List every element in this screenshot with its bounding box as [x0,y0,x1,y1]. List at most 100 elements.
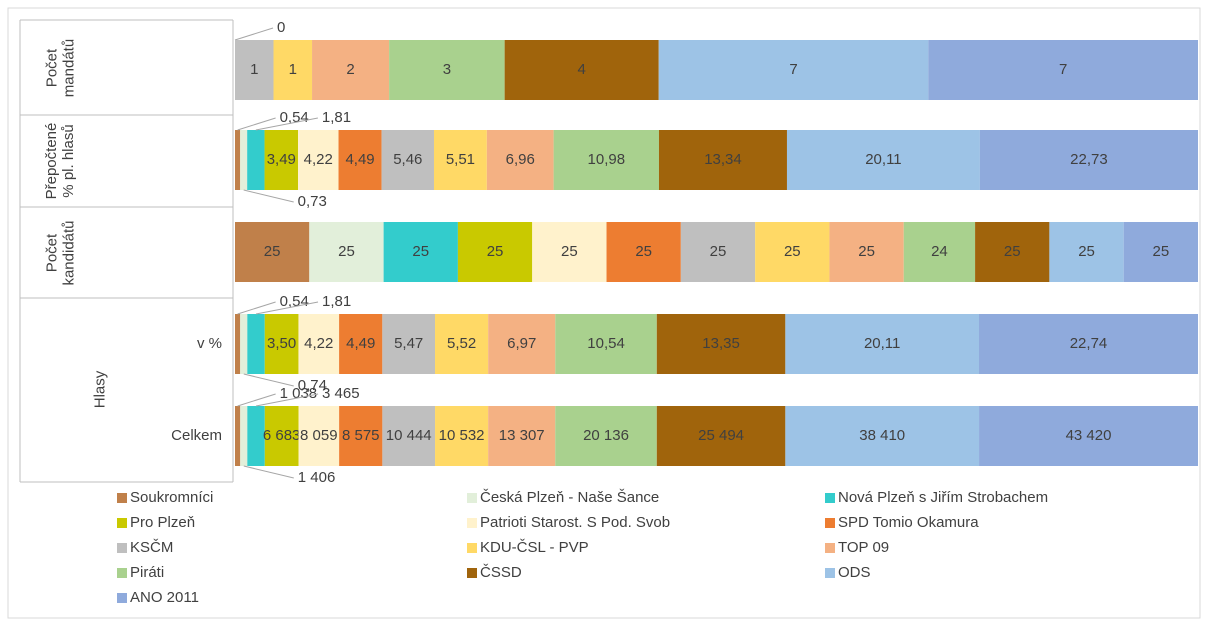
data-label: 25 [561,243,578,260]
legend-swatch [825,518,835,528]
data-label: 1 [250,61,258,78]
legend-label: Nová Plzeň s Jiřím Strobachem [838,489,1048,506]
data-label: 10 532 [439,427,485,444]
bar-segment [680,222,756,282]
bar-segment [382,406,436,466]
data-label: 3,50 [267,335,296,352]
legend-swatch [467,518,477,528]
data-label: 1,81 [322,293,351,310]
data-label: 6,96 [506,151,535,168]
bar-segment [1123,222,1198,282]
leader-line [255,393,319,407]
bar-segment [658,130,787,190]
bar-segment [532,222,607,282]
legend-label: KSČM [130,539,173,556]
data-label: 4 [578,61,586,78]
data-label: 1 038 [280,385,318,402]
legend-swatch [117,543,127,553]
bar-segment [298,130,339,190]
bar-segment [264,130,299,190]
data-label: 22,74 [1070,335,1108,352]
legend-swatch [825,568,835,578]
bar-segment [504,40,659,100]
legend-label: SPD Tomio Okamura [838,514,979,531]
data-label: 25 [635,243,652,260]
bar-segment [903,222,976,282]
bar-segment [658,40,929,100]
data-label: 5,46 [393,151,422,168]
bar-segment [247,130,265,190]
leader-line [243,465,294,479]
legend-label: ČSSD [480,564,522,581]
data-label: 5,52 [447,335,476,352]
data-label: 0,74 [298,377,327,394]
bar-segment [975,222,1050,282]
bar-segment [785,314,980,374]
leader-line [234,27,274,41]
bar-segment [309,222,384,282]
data-label: 8 059 [300,427,338,444]
bar-segment [339,406,383,466]
bar-segment [433,130,487,190]
data-label: 25 [338,243,355,260]
bar-segment [298,406,340,466]
bar-segment [488,314,556,374]
data-label: 0,73 [298,193,327,210]
bar-segment [240,314,248,374]
data-label: 13,35 [702,335,740,352]
leader-line [243,189,294,203]
bar-segment [298,314,340,374]
bar-segment [247,406,265,466]
data-label: 6,97 [507,335,536,352]
data-label: 7 [1059,61,1067,78]
leader-line [255,117,318,131]
leader-line [237,393,276,407]
leader-line [243,373,294,387]
bar-segment [786,130,980,190]
data-label: 3 465 [322,385,360,402]
legend-label: Pro Plzeň [130,514,195,531]
bar-segment [273,40,313,100]
data-label: 20 136 [583,427,629,444]
data-label: 38 410 [859,427,905,444]
bar-segment [383,222,458,282]
bar-segment [656,406,786,466]
data-label: 1 406 [298,469,336,486]
leader-line [237,301,276,315]
bar-segment [381,130,434,190]
bar-segment [755,222,830,282]
legend-label: Piráti [130,564,164,581]
bar-segment [435,314,489,374]
data-label: 25 [858,243,875,260]
legend-label: KDU-ČSL - PVP [480,539,589,556]
category-label: Počet kandidátů [43,219,77,286]
bar-segment [979,314,1198,374]
data-label: 25 [264,243,281,260]
legend-label: Soukromníci [130,489,213,506]
data-label: 8 575 [342,427,380,444]
data-label: 10,54 [587,335,625,352]
data-label: 0 [277,19,285,36]
bar-segment [1049,222,1124,282]
bar-segment [235,40,274,100]
legend-swatch [117,568,127,578]
legend-label: TOP 09 [838,539,889,556]
data-label: 25 [1004,243,1021,260]
bar-segment [312,40,390,100]
data-label: 4,22 [304,151,333,168]
data-label: 10,98 [588,151,626,168]
data-label: 5,47 [394,335,423,352]
data-label: 6 683 [263,427,301,444]
data-label: 22,73 [1070,151,1108,168]
bar-segment [457,222,533,282]
legend-swatch [825,493,835,503]
data-label: 20,11 [864,335,900,352]
data-label: 3,49 [267,151,296,168]
bar-segment [264,314,299,374]
bar-segment [829,222,904,282]
legend-label: ODS [838,564,871,581]
data-label: 43 420 [1066,427,1112,444]
data-label: 4,49 [346,335,375,352]
category-label: Přepočtené % pl. hlasů [43,122,77,200]
